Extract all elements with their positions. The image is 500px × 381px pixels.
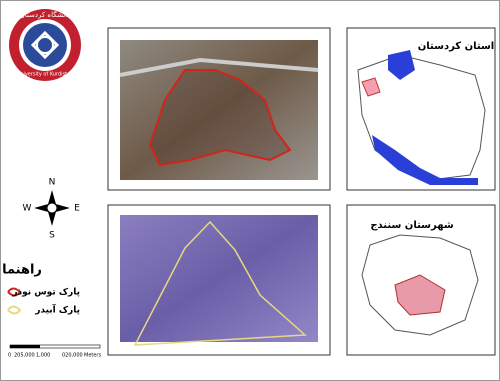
legend-item: پارک توس نوذر bbox=[11, 288, 80, 298]
compass-n: N bbox=[49, 178, 56, 188]
legend-title: راهنما bbox=[2, 263, 42, 278]
park-image bbox=[120, 215, 318, 342]
scale-label: 020,000 bbox=[62, 353, 83, 359]
logo-name-en: University of Kurdistan bbox=[17, 72, 74, 78]
scale-label: Meters bbox=[84, 353, 101, 359]
scale-label: 205,000 bbox=[14, 353, 35, 359]
county-title: شهرستان سنندج bbox=[370, 220, 453, 231]
province-title: استان کردستان bbox=[418, 41, 495, 52]
legend-item: پارک آبیدر bbox=[34, 304, 80, 316]
logo: دانشگاه کردستان University of Kurdistan bbox=[9, 9, 81, 81]
scale-label: 0 bbox=[8, 353, 11, 359]
compass-w: W bbox=[23, 204, 32, 214]
compass-e: E bbox=[74, 204, 80, 214]
compass-s: S bbox=[49, 231, 55, 241]
logo-name-fa: دانشگاه کردستان bbox=[20, 10, 71, 19]
figure: دانشگاه کردستان University of Kurdistan … bbox=[0, 0, 500, 381]
scale-bar-fill bbox=[10, 345, 40, 348]
scale-label: 1,000 bbox=[36, 353, 50, 359]
